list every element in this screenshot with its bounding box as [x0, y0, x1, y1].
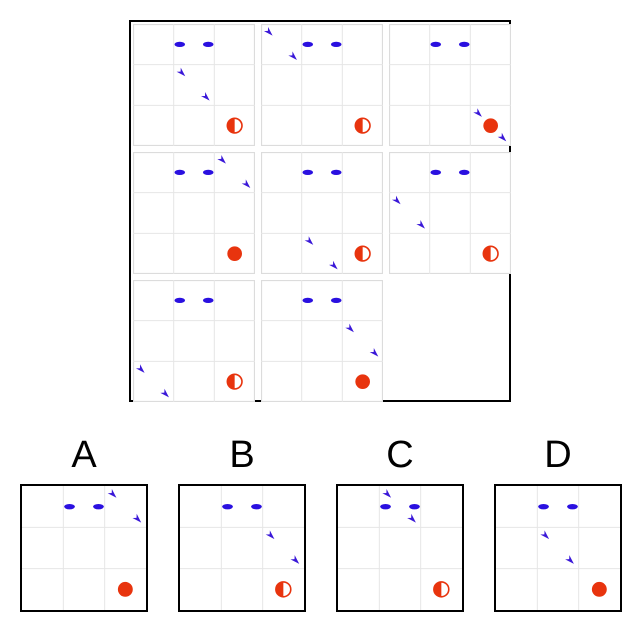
ellipse-marker: [430, 169, 442, 175]
arrowhead-marker: [473, 108, 482, 117]
half-circle-fill: [355, 246, 363, 261]
ellipse-marker: [174, 297, 186, 303]
ellipse-marker: [251, 503, 262, 510]
matrix-cell-2: [261, 24, 383, 146]
ellipse-marker: [174, 169, 186, 175]
arrowhead-marker: [329, 260, 338, 270]
half-circle-fill: [275, 581, 284, 597]
full-circle: [591, 581, 607, 597]
ellipse-marker: [302, 169, 314, 175]
ellipse-marker: [302, 297, 314, 303]
ellipse-marker: [222, 503, 233, 510]
arrowhead-marker: [135, 364, 145, 373]
ellipse-marker: [567, 503, 578, 510]
ellipse-marker: [458, 41, 470, 47]
arrowhead-marker: [107, 489, 117, 498]
ellipse-marker: [64, 503, 75, 510]
option-label-c: C: [386, 434, 414, 476]
arrowhead-marker: [391, 195, 401, 205]
ellipse-marker: [202, 41, 214, 47]
option-c[interactable]: [336, 484, 464, 612]
ellipse-marker: [202, 297, 214, 303]
ellipse-marker: [174, 41, 186, 47]
half-circle-fill: [355, 118, 363, 133]
option-label-a: A: [71, 434, 97, 476]
ellipse-marker: [330, 41, 342, 47]
option-d[interactable]: [494, 484, 622, 612]
option-b[interactable]: [178, 484, 306, 612]
full-circle: [483, 118, 498, 133]
puzzle-matrix: [129, 20, 511, 402]
matrix-cell-missing: [389, 280, 511, 402]
option-label-b: B: [229, 434, 255, 476]
ellipse-marker: [93, 503, 104, 510]
half-circle-fill: [227, 374, 235, 389]
arrowhead-marker: [304, 236, 314, 245]
arrowhead-marker: [288, 51, 297, 60]
matrix-cell-5: [261, 152, 383, 274]
arrowhead-marker: [345, 323, 354, 333]
arrowhead-marker: [132, 513, 142, 523]
arrowhead-marker: [290, 555, 300, 564]
arrowhead-marker: [565, 555, 574, 564]
option-a[interactable]: [20, 484, 148, 612]
arrowhead-marker: [176, 67, 186, 77]
full-circle: [117, 581, 133, 597]
matrix-cell-4: [133, 152, 255, 274]
ellipse-marker: [302, 41, 314, 47]
arrowhead-marker: [201, 92, 210, 101]
half-circle-fill: [433, 581, 442, 597]
ellipse-marker: [458, 169, 470, 175]
ellipse-marker: [330, 169, 342, 175]
arrowhead-marker: [407, 513, 416, 523]
ellipse-marker: [538, 503, 549, 510]
matrix-cell-1: [133, 24, 255, 146]
full-circle: [355, 374, 370, 389]
matrix-cell-3: [389, 24, 511, 146]
ellipse-marker: [380, 503, 391, 510]
panel-frame: [261, 24, 383, 146]
matrix-cell-6: [389, 152, 511, 274]
arrowhead-marker: [217, 154, 226, 164]
half-circle-fill: [227, 118, 235, 133]
arrowhead-marker: [265, 530, 275, 540]
full-circle: [227, 246, 242, 261]
matrix-cell-7: [133, 280, 255, 402]
arrowhead-marker: [540, 530, 550, 540]
ellipse-marker: [409, 503, 420, 510]
ellipse-marker: [202, 169, 214, 175]
ellipse-marker: [330, 297, 342, 303]
option-label-d: D: [544, 434, 572, 476]
arrowhead-marker: [263, 26, 273, 36]
half-circle-fill: [483, 246, 491, 261]
matrix-cell-8: [261, 280, 383, 402]
arrowhead-marker: [369, 348, 379, 357]
arrowhead-marker: [416, 220, 425, 229]
arrowhead-marker: [241, 179, 251, 188]
ellipse-marker: [430, 41, 442, 47]
arrowhead-marker: [382, 489, 392, 498]
arrowhead-marker: [160, 388, 169, 398]
arrowhead-marker: [497, 132, 507, 142]
